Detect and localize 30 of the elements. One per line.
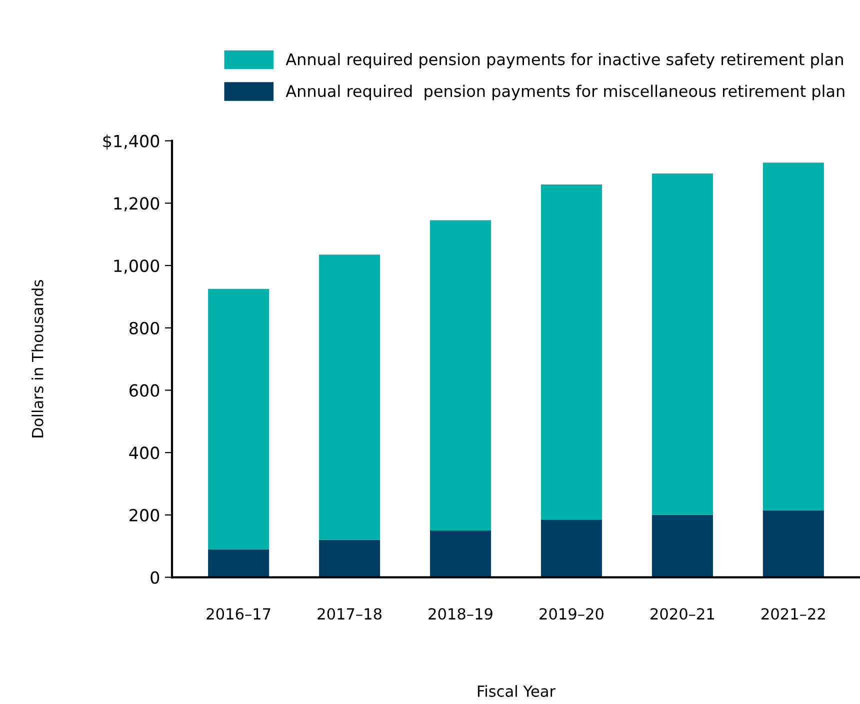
legend-label: Annual required pension payments for miscellaneous retirement plan [286, 84, 844, 100]
bar [762, 162, 824, 510]
x-tick-label: 2019–20 [540, 608, 604, 620]
y-tick-label: 200 [130, 508, 160, 522]
bar [540, 184, 602, 520]
y-tick-label: 1,200 [114, 197, 160, 212]
y-axis-title: Dollars in Thousands [32, 280, 44, 438]
bar [430, 530, 492, 578]
x-tick-label: 2020–21 [650, 608, 714, 620]
y-tick-label: 600 [130, 384, 160, 397]
x-tick-label: 2021–22 [762, 608, 825, 620]
bar [208, 549, 270, 578]
bar [652, 174, 713, 515]
x-axis-title: Fiscal Year [478, 685, 556, 697]
bar [319, 254, 380, 540]
y-tick-label: $1,400 [103, 134, 160, 150]
y-tick-label: 800 [130, 322, 160, 334]
bar [430, 220, 492, 531]
y-tick-label: 400 [129, 446, 160, 460]
bar [319, 540, 380, 578]
x-tick-label: 2017–18 [318, 608, 382, 620]
y-tick-label: 1,000 [114, 259, 160, 274]
bar [762, 510, 824, 578]
bar [540, 520, 602, 578]
bar [652, 514, 713, 578]
legend-label: Annual required pension payments for inactive safety retirement plan [286, 52, 843, 68]
x-tick-label: 2018–19 [428, 608, 492, 620]
y-tick-label: 0 [150, 571, 160, 584]
bar [208, 288, 270, 550]
x-tick-label: 2016–17 [206, 608, 270, 620]
